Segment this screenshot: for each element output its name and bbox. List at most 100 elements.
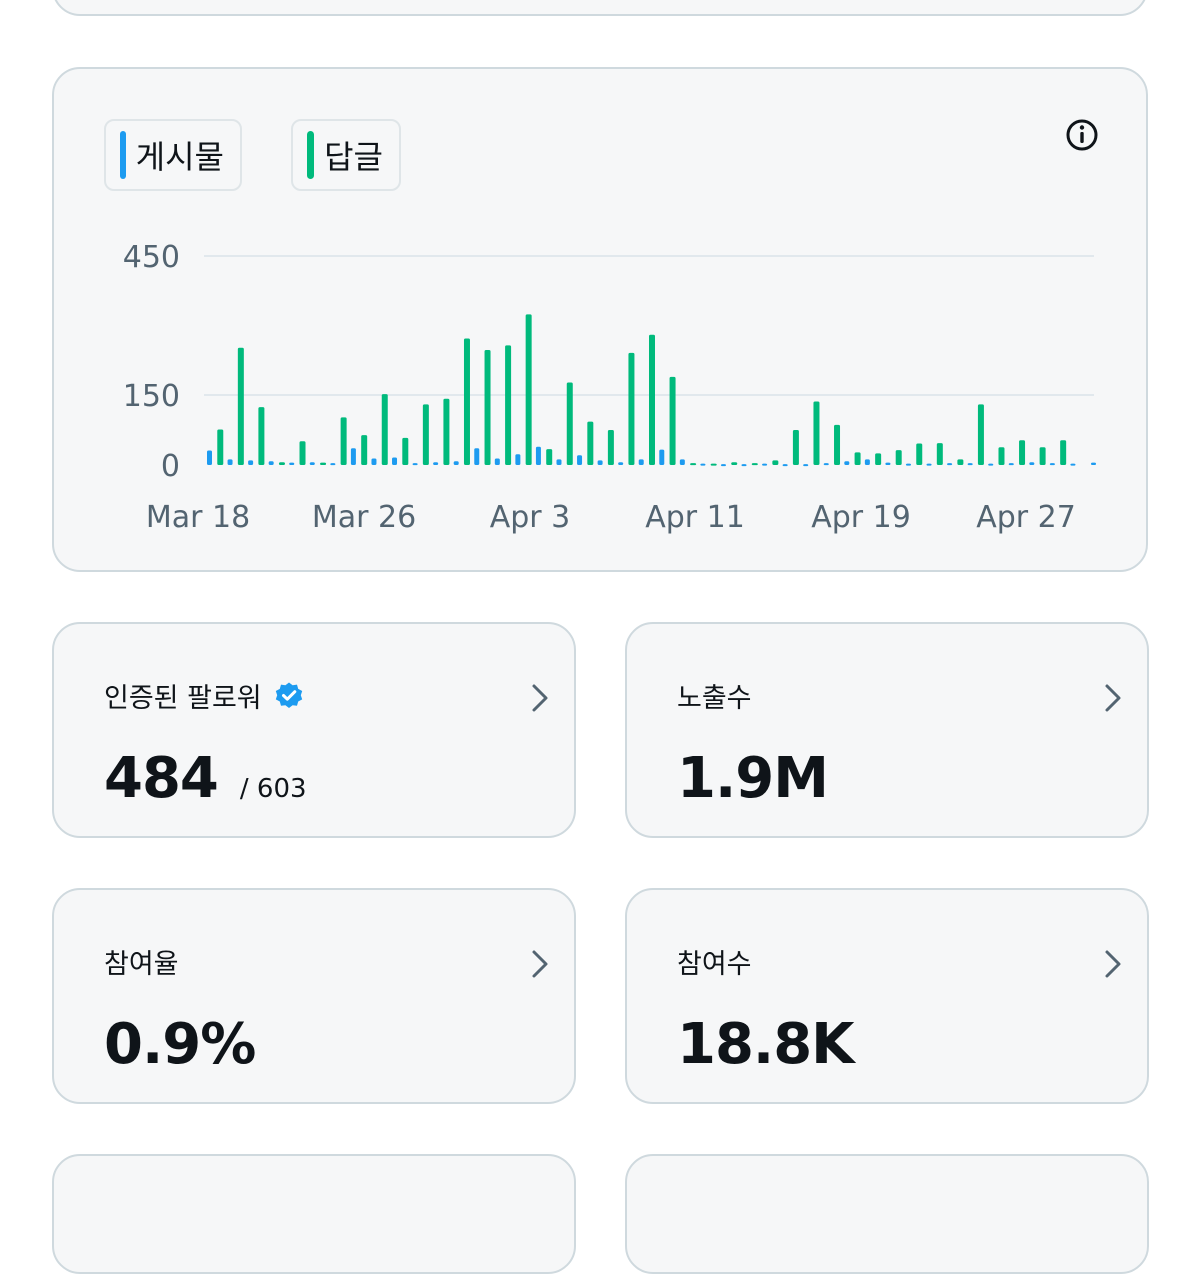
y-tick-label: 450 <box>123 240 180 275</box>
engagements-card[interactable]: 참여수 18.8K <box>625 888 1149 1104</box>
replies-bar <box>690 463 697 466</box>
verified-followers-label-row: 인증된 팔로워 <box>104 676 304 715</box>
replies-bar <box>772 460 779 465</box>
replies-bar <box>299 441 306 465</box>
x-tick-label: Apr 3 <box>490 500 571 535</box>
posts-bar <box>618 462 624 465</box>
replies-bar <box>854 452 861 465</box>
posts-bar <box>371 458 377 465</box>
impressions-value: 1.9M <box>677 746 829 811</box>
chevron-right-icon <box>1105 950 1121 978</box>
legend-posts-swatch <box>120 131 126 179</box>
next-stat-card-left[interactable] <box>52 1154 576 1274</box>
posts-bar <box>433 462 439 465</box>
y-tick-label: 150 <box>123 379 180 414</box>
posts-bar <box>864 459 870 465</box>
x-tick-label: Apr 11 <box>645 500 745 535</box>
replies-bar <box>1060 440 1067 465</box>
activity-chart-card: 게시물 답글 0 150 450 Mar 18 Mar 26 Apr 3 Apr 11 Apr… <box>52 67 1148 572</box>
posts-bar <box>248 460 254 465</box>
posts-bar <box>494 458 500 465</box>
posts-bar <box>762 463 768 466</box>
posts-bar <box>947 463 953 466</box>
posts-bar <box>1029 462 1035 465</box>
replies-bar <box>813 401 820 465</box>
replies-bar <box>607 430 614 465</box>
legend-replies-label: 답글 <box>324 138 383 176</box>
replies-bar <box>566 382 573 465</box>
activity-bar-chart: 0 150 450 Mar 18 Mar 26 Apr 3 Apr 11 Apr 19 Apr … <box>123 240 1096 535</box>
engagements-label: 참여수 <box>677 949 752 980</box>
impressions-card[interactable]: 노출수 1.9M <box>625 622 1149 838</box>
replies-bar <box>649 334 655 465</box>
replies-bar <box>669 376 676 465</box>
posts-bar <box>515 454 521 465</box>
posts-bar <box>535 446 541 465</box>
posts-bar <box>1049 463 1055 466</box>
posts-bar <box>926 463 932 466</box>
posts-bar <box>844 461 850 465</box>
posts-bar <box>988 463 994 466</box>
replies-bar <box>792 430 799 465</box>
total-followers-value: / 603 <box>239 774 307 804</box>
replies-bar <box>422 404 429 465</box>
replies-bar <box>340 417 347 465</box>
posts-bar <box>967 463 973 466</box>
replies-bar <box>546 449 553 465</box>
replies-bar <box>834 424 841 465</box>
replies-bar <box>237 347 244 465</box>
posts-bar <box>289 462 295 465</box>
legend-posts-toggle[interactable]: 게시물 <box>104 119 242 191</box>
posts-bar <box>412 463 418 466</box>
replies-bar <box>957 459 964 465</box>
posts-bar <box>803 464 809 467</box>
verified-followers-value: 484 <box>104 746 219 811</box>
posts-bar <box>392 457 398 465</box>
legend-replies-toggle[interactable]: 답글 <box>291 119 401 191</box>
verified-followers-label: 인증된 팔로워 <box>104 683 262 714</box>
replies-bar <box>936 443 943 465</box>
replies-bar <box>381 394 388 465</box>
x-tick-label: Apr 27 <box>976 500 1076 535</box>
x-tick-label: Mar 26 <box>312 500 416 535</box>
replies-bar <box>505 345 512 465</box>
posts-bar <box>1008 463 1014 466</box>
chevron-right-icon <box>1105 684 1121 712</box>
replies-bar <box>895 450 902 465</box>
replies-bar <box>628 352 635 465</box>
verified-followers-value-row: 484 / 603 <box>104 746 307 811</box>
engagements-value: 18.8K <box>677 1012 855 1077</box>
posts-bar <box>227 459 233 465</box>
posts-bar <box>577 455 583 465</box>
posts-bar <box>268 461 274 465</box>
impressions-label: 노출수 <box>677 683 752 714</box>
posts-bar <box>207 450 212 465</box>
verified-badge-icon <box>275 682 302 708</box>
replies-bar <box>484 350 491 465</box>
replies-bar <box>977 404 984 465</box>
replies-bar <box>402 437 409 465</box>
chevron-right-icon <box>532 950 548 978</box>
posts-bar <box>638 459 644 465</box>
posts-bar <box>823 463 829 466</box>
engagement-rate-card[interactable]: 참여율 0.9% <box>52 888 576 1104</box>
posts-bar <box>741 464 747 467</box>
y-tick-label: 0 <box>161 449 180 484</box>
posts-bar <box>453 461 459 465</box>
replies-bar <box>258 407 265 465</box>
info-icon[interactable] <box>1064 117 1100 153</box>
replies-bar <box>361 435 368 465</box>
replies-bar <box>916 443 923 465</box>
next-stat-card-right[interactable] <box>625 1154 1149 1274</box>
posts-bar <box>905 463 911 466</box>
posts-bar <box>474 448 480 465</box>
previous-card <box>52 0 1148 16</box>
posts-bar <box>659 449 665 465</box>
posts-bar <box>556 459 562 465</box>
replies-bar <box>463 338 470 465</box>
replies-bar <box>1039 447 1046 465</box>
chevron-right-icon <box>532 684 548 712</box>
posts-bar <box>1091 462 1096 465</box>
x-tick-label: Apr 19 <box>811 500 911 535</box>
verified-followers-card[interactable]: 인증된 팔로워 484 / 603 <box>52 622 576 838</box>
